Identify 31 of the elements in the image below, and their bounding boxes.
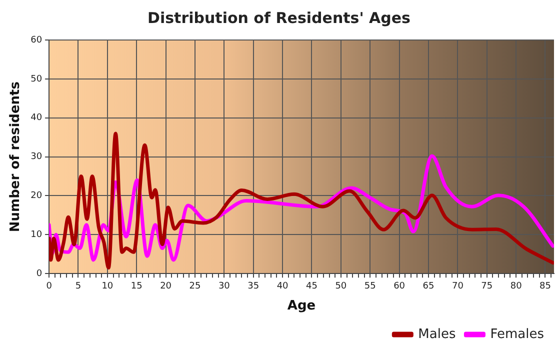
y-tick-label: 60 <box>30 35 42 46</box>
x-tick-label: 45 <box>306 281 318 292</box>
chart-title: Distribution of Residents' Ages <box>148 8 411 27</box>
y-axis-title: Number of residents <box>8 81 24 232</box>
x-tick-label: 85 <box>540 281 551 292</box>
legend-label: Females <box>490 326 544 342</box>
y-tick-label: 40 <box>30 113 42 124</box>
x-tick-label: 60 <box>394 281 406 292</box>
y-tick-label: 30 <box>30 152 42 162</box>
x-tick-label: 65 <box>422 281 434 292</box>
x-tick-label: 55 <box>364 281 376 292</box>
y-tick-label: 50 <box>30 74 42 84</box>
x-tick-label: 70 <box>452 281 464 292</box>
legend-label: Males <box>418 326 456 342</box>
x-tick-label: 0 <box>46 281 52 292</box>
x-tick-label: 20 <box>160 281 172 292</box>
x-axis-title: Age <box>287 298 316 314</box>
x-tick-label: 30 <box>218 281 230 292</box>
x-tick-label: 50 <box>335 281 347 292</box>
x-tick-label: 10 <box>102 281 114 292</box>
y-tick-label: 0 <box>36 268 42 279</box>
x-tick-label: 15 <box>130 281 142 292</box>
x-tick-label: 25 <box>189 281 201 292</box>
y-tick-label: 10 <box>30 230 42 240</box>
x-tick-label: 75 <box>481 281 493 292</box>
y-tick-label: 20 <box>30 191 42 202</box>
x-tick-label: 40 <box>276 281 289 292</box>
x-tick-label: 5 <box>75 281 82 292</box>
x-tick-label: 80 <box>510 281 522 292</box>
x-tick-label: 35 <box>248 281 260 292</box>
line-series <box>49 132 554 270</box>
